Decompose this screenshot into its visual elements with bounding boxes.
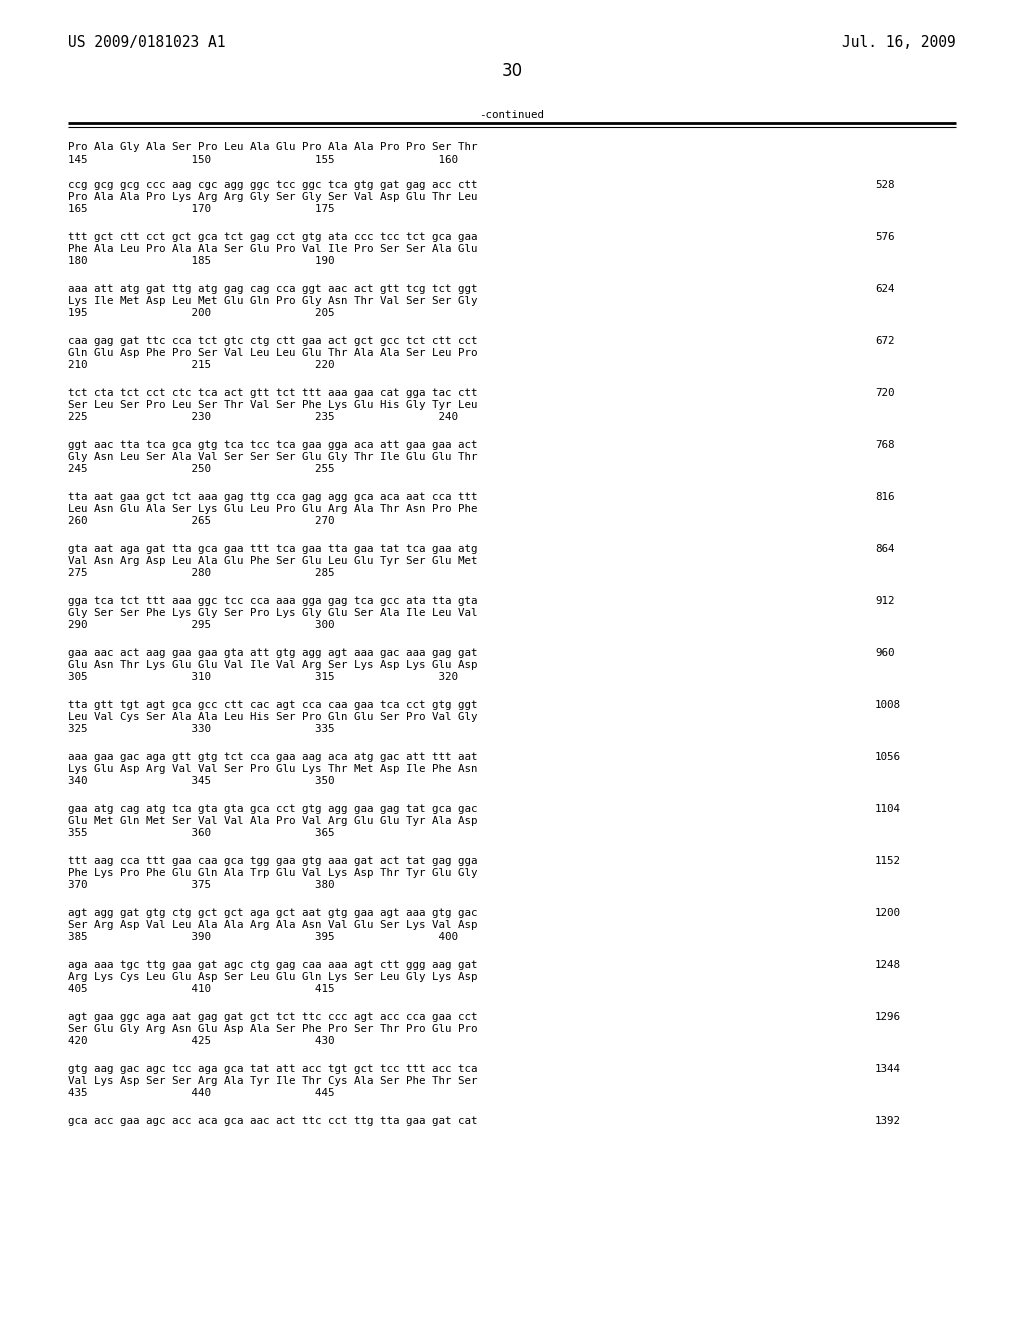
Text: 420                425                430: 420 425 430 — [68, 1036, 335, 1045]
Text: 30: 30 — [502, 62, 522, 81]
Text: 864: 864 — [874, 544, 895, 554]
Text: 672: 672 — [874, 337, 895, 346]
Text: 1008: 1008 — [874, 700, 901, 710]
Text: US 2009/0181023 A1: US 2009/0181023 A1 — [68, 36, 225, 50]
Text: Ser Leu Ser Pro Leu Ser Thr Val Ser Phe Lys Glu His Gly Tyr Leu: Ser Leu Ser Pro Leu Ser Thr Val Ser Phe … — [68, 400, 477, 411]
Text: agt agg gat gtg ctg gct gct aga gct aat gtg gaa agt aaa gtg gac: agt agg gat gtg ctg gct gct aga gct aat … — [68, 908, 477, 917]
Text: agt gaa ggc aga aat gag gat gct tct ttc ccc agt acc cca gaa cct: agt gaa ggc aga aat gag gat gct tct ttc … — [68, 1012, 477, 1022]
Text: 1200: 1200 — [874, 908, 901, 917]
Text: Val Lys Asp Ser Ser Arg Ala Tyr Ile Thr Cys Ala Ser Phe Thr Ser: Val Lys Asp Ser Ser Arg Ala Tyr Ile Thr … — [68, 1076, 477, 1086]
Text: Lys Ile Met Asp Leu Met Glu Gln Pro Gly Asn Thr Val Ser Ser Gly: Lys Ile Met Asp Leu Met Glu Gln Pro Gly … — [68, 296, 477, 306]
Text: 912: 912 — [874, 597, 895, 606]
Text: 720: 720 — [874, 388, 895, 399]
Text: caa gag gat ttc cca tct gtc ctg ctt gaa act gct gcc tct ctt cct: caa gag gat ttc cca tct gtc ctg ctt gaa … — [68, 337, 477, 346]
Text: 768: 768 — [874, 440, 895, 450]
Text: gga tca tct ttt aaa ggc tcc cca aaa gga gag tca gcc ata tta gta: gga tca tct ttt aaa ggc tcc cca aaa gga … — [68, 597, 477, 606]
Text: gca acc gaa agc acc aca gca aac act ttc cct ttg tta gaa gat cat: gca acc gaa agc acc aca gca aac act ttc … — [68, 1115, 477, 1126]
Text: 528: 528 — [874, 180, 895, 190]
Text: 960: 960 — [874, 648, 895, 657]
Text: Gln Glu Asp Phe Pro Ser Val Leu Leu Glu Thr Ala Ala Ser Leu Pro: Gln Glu Asp Phe Pro Ser Val Leu Leu Glu … — [68, 348, 477, 358]
Text: Gly Asn Leu Ser Ala Val Ser Ser Ser Glu Gly Thr Ile Glu Glu Thr: Gly Asn Leu Ser Ala Val Ser Ser Ser Glu … — [68, 451, 477, 462]
Text: Leu Val Cys Ser Ala Ala Leu His Ser Pro Gln Glu Ser Pro Val Gly: Leu Val Cys Ser Ala Ala Leu His Ser Pro … — [68, 711, 477, 722]
Text: 370                375                380: 370 375 380 — [68, 880, 335, 890]
Text: gtg aag gac agc tcc aga gca tat att acc tgt gct tcc ttt acc tca: gtg aag gac agc tcc aga gca tat att acc … — [68, 1064, 477, 1074]
Text: tta aat gaa gct tct aaa gag ttg cca gag agg gca aca aat cca ttt: tta aat gaa gct tct aaa gag ttg cca gag … — [68, 492, 477, 502]
Text: ggt aac tta tca gca gtg tca tcc tca gaa gga aca att gaa gaa act: ggt aac tta tca gca gtg tca tcc tca gaa … — [68, 440, 477, 450]
Text: Ser Arg Asp Val Leu Ala Ala Arg Ala Asn Val Glu Ser Lys Val Asp: Ser Arg Asp Val Leu Ala Ala Arg Ala Asn … — [68, 920, 477, 931]
Text: ttt aag cca ttt gaa caa gca tgg gaa gtg aaa gat act tat gag gga: ttt aag cca ttt gaa caa gca tgg gaa gtg … — [68, 855, 477, 866]
Text: 1296: 1296 — [874, 1012, 901, 1022]
Text: 275                280                285: 275 280 285 — [68, 568, 335, 578]
Text: ccg gcg gcg ccc aag cgc agg ggc tcc ggc tca gtg gat gag acc ctt: ccg gcg gcg ccc aag cgc agg ggc tcc ggc … — [68, 180, 477, 190]
Text: 290                295                300: 290 295 300 — [68, 620, 335, 630]
Text: 1152: 1152 — [874, 855, 901, 866]
Text: 1104: 1104 — [874, 804, 901, 814]
Text: 624: 624 — [874, 284, 895, 294]
Text: 195                200                205: 195 200 205 — [68, 308, 335, 318]
Text: 405                410                415: 405 410 415 — [68, 983, 335, 994]
Text: aaa att atg gat ttg atg gag cag cca ggt aac act gtt tcg tct ggt: aaa att atg gat ttg atg gag cag cca ggt … — [68, 284, 477, 294]
Text: 180                185                190: 180 185 190 — [68, 256, 335, 267]
Text: 305                310                315                320: 305 310 315 320 — [68, 672, 458, 682]
Text: tct cta tct cct ctc tca act gtt tct ttt aaa gaa cat gga tac ctt: tct cta tct cct ctc tca act gtt tct ttt … — [68, 388, 477, 399]
Text: 1248: 1248 — [874, 960, 901, 970]
Text: 1056: 1056 — [874, 752, 901, 762]
Text: -continued: -continued — [479, 110, 545, 120]
Text: Leu Asn Glu Ala Ser Lys Glu Leu Pro Glu Arg Ala Thr Asn Pro Phe: Leu Asn Glu Ala Ser Lys Glu Leu Pro Glu … — [68, 504, 477, 513]
Text: ttt gct ctt cct gct gca tct gag cct gtg ata ccc tcc tct gca gaa: ttt gct ctt cct gct gca tct gag cct gtg … — [68, 232, 477, 242]
Text: 1344: 1344 — [874, 1064, 901, 1074]
Text: tta gtt tgt agt gca gcc ctt cac agt cca caa gaa tca cct gtg ggt: tta gtt tgt agt gca gcc ctt cac agt cca … — [68, 700, 477, 710]
Text: gaa atg cag atg tca gta gta gca cct gtg agg gaa gag tat gca gac: gaa atg cag atg tca gta gta gca cct gtg … — [68, 804, 477, 814]
Text: Glu Met Gln Met Ser Val Val Ala Pro Val Arg Glu Glu Tyr Ala Asp: Glu Met Gln Met Ser Val Val Ala Pro Val … — [68, 816, 477, 826]
Text: aga aaa tgc ttg gaa gat agc ctg gag caa aaa agt ctt ggg aag gat: aga aaa tgc ttg gaa gat agc ctg gag caa … — [68, 960, 477, 970]
Text: 145                150                155                160: 145 150 155 160 — [68, 154, 458, 165]
Text: 340                345                350: 340 345 350 — [68, 776, 335, 785]
Text: 435                440                445: 435 440 445 — [68, 1088, 335, 1098]
Text: gta aat aga gat tta gca gaa ttt tca gaa tta gaa tat tca gaa atg: gta aat aga gat tta gca gaa ttt tca gaa … — [68, 544, 477, 554]
Text: 385                390                395                400: 385 390 395 400 — [68, 932, 458, 942]
Text: Phe Ala Leu Pro Ala Ala Ser Glu Pro Val Ile Pro Ser Ser Ala Glu: Phe Ala Leu Pro Ala Ala Ser Glu Pro Val … — [68, 244, 477, 253]
Text: Lys Glu Asp Arg Val Val Ser Pro Glu Lys Thr Met Asp Ile Phe Asn: Lys Glu Asp Arg Val Val Ser Pro Glu Lys … — [68, 764, 477, 774]
Text: gaa aac act aag gaa gaa gta att gtg agg agt aaa gac aaa gag gat: gaa aac act aag gaa gaa gta att gtg agg … — [68, 648, 477, 657]
Text: Glu Asn Thr Lys Glu Glu Val Ile Val Arg Ser Lys Asp Lys Glu Asp: Glu Asn Thr Lys Glu Glu Val Ile Val Arg … — [68, 660, 477, 671]
Text: Jul. 16, 2009: Jul. 16, 2009 — [843, 36, 956, 50]
Text: 245                250                255: 245 250 255 — [68, 465, 335, 474]
Text: 260                265                270: 260 265 270 — [68, 516, 335, 525]
Text: 225                230                235                240: 225 230 235 240 — [68, 412, 458, 422]
Text: 1392: 1392 — [874, 1115, 901, 1126]
Text: 165                170                175: 165 170 175 — [68, 205, 335, 214]
Text: 355                360                365: 355 360 365 — [68, 828, 335, 838]
Text: aaa gaa gac aga gtt gtg tct cca gaa aag aca atg gac att ttt aat: aaa gaa gac aga gtt gtg tct cca gaa aag … — [68, 752, 477, 762]
Text: 816: 816 — [874, 492, 895, 502]
Text: 210                215                220: 210 215 220 — [68, 360, 335, 370]
Text: Ser Glu Gly Arg Asn Glu Asp Ala Ser Phe Pro Ser Thr Pro Glu Pro: Ser Glu Gly Arg Asn Glu Asp Ala Ser Phe … — [68, 1024, 477, 1034]
Text: Val Asn Arg Asp Leu Ala Glu Phe Ser Glu Leu Glu Tyr Ser Glu Met: Val Asn Arg Asp Leu Ala Glu Phe Ser Glu … — [68, 556, 477, 566]
Text: Pro Ala Ala Pro Lys Arg Arg Gly Ser Gly Ser Val Asp Glu Thr Leu: Pro Ala Ala Pro Lys Arg Arg Gly Ser Gly … — [68, 191, 477, 202]
Text: Arg Lys Cys Leu Glu Asp Ser Leu Glu Gln Lys Ser Leu Gly Lys Asp: Arg Lys Cys Leu Glu Asp Ser Leu Glu Gln … — [68, 972, 477, 982]
Text: Pro Ala Gly Ala Ser Pro Leu Ala Glu Pro Ala Ala Pro Pro Ser Thr: Pro Ala Gly Ala Ser Pro Leu Ala Glu Pro … — [68, 143, 477, 152]
Text: 576: 576 — [874, 232, 895, 242]
Text: 325                330                335: 325 330 335 — [68, 723, 335, 734]
Text: Phe Lys Pro Phe Glu Gln Ala Trp Glu Val Lys Asp Thr Tyr Glu Gly: Phe Lys Pro Phe Glu Gln Ala Trp Glu Val … — [68, 869, 477, 878]
Text: Gly Ser Ser Phe Lys Gly Ser Pro Lys Gly Glu Ser Ala Ile Leu Val: Gly Ser Ser Phe Lys Gly Ser Pro Lys Gly … — [68, 609, 477, 618]
